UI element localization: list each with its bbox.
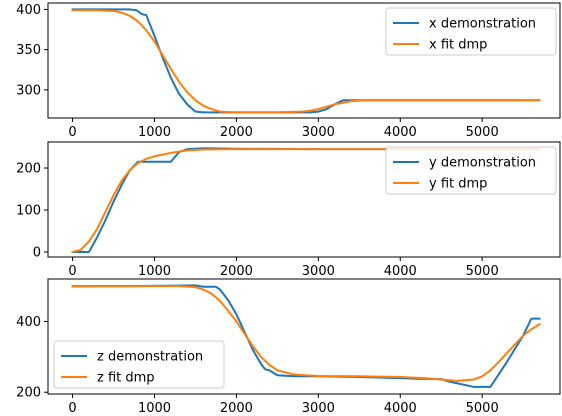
legend-box	[385, 146, 557, 195]
x-tick-label: 2000	[220, 264, 253, 279]
x-tick-label: 0	[68, 125, 76, 140]
series-line-y-fit-dmp	[71, 148, 541, 254]
y-tick-label: 200	[16, 386, 41, 401]
x-tick-label: 3000	[302, 401, 335, 416]
x-tick-label: 5000	[466, 401, 499, 416]
x-tick-label: 1000	[138, 264, 171, 279]
legend-label: x fit dmp	[429, 38, 487, 53]
subplot-1: 0 1000 2000 3000 4000 5000 300 350 400 x demonstr…	[16, 2, 561, 140]
x-tick-label: 0	[68, 401, 76, 416]
axes-frame	[47, 278, 561, 395]
legend: z demonstration z fit dmp	[53, 340, 225, 389]
legend-label: y demonstration	[429, 156, 536, 171]
y-tick-label: 0	[33, 245, 41, 260]
x-tick-label: 4000	[384, 125, 417, 140]
y-tick-label: 200	[16, 162, 41, 177]
series-line-z-demonstration	[71, 284, 541, 388]
x-tick-label: 4000	[384, 264, 417, 279]
legend: x demonstration x fit dmp	[385, 7, 557, 56]
series-line-x-fit-dmp	[71, 9, 541, 114]
axes-frame	[47, 141, 561, 258]
subplot-2: 0 1000 2000 3000 4000 5000 0 100 200 y demonstrat…	[16, 141, 561, 279]
subplot-3: 0 1000 2000 3000 4000 5000 200 400 z demonstrati…	[16, 278, 561, 416]
y-tick-label: 300	[16, 83, 41, 98]
y-tick-label: 400	[16, 315, 41, 330]
x-tick-label: 5000	[466, 264, 499, 279]
x-tick-label: 1000	[138, 401, 171, 416]
x-tick-label: 2000	[220, 125, 253, 140]
x-tick-label: 4000	[384, 401, 417, 416]
legend-label: x demonstration	[429, 17, 536, 32]
legend-label: z demonstration	[97, 350, 203, 365]
y-tick-label: 100	[16, 203, 41, 218]
legend-label: z fit dmp	[97, 371, 155, 386]
x-tick-label: 0	[68, 264, 76, 279]
x-tick-label: 3000	[302, 125, 335, 140]
x-tick-label: 3000	[302, 264, 335, 279]
x-tick-label: 1000	[138, 125, 171, 140]
series-line-z-fit-dmp	[71, 285, 541, 382]
legend-box	[53, 340, 225, 389]
x-tick-label: 5000	[466, 125, 499, 140]
legend-label: y fit dmp	[429, 177, 487, 192]
y-tick-label: 350	[16, 43, 41, 58]
legend-box	[385, 7, 557, 56]
y-tick-label: 400	[16, 3, 41, 18]
legend: y demonstration y fit dmp	[385, 146, 557, 195]
x-tick-label: 2000	[220, 401, 253, 416]
axes-frame	[47, 2, 561, 119]
